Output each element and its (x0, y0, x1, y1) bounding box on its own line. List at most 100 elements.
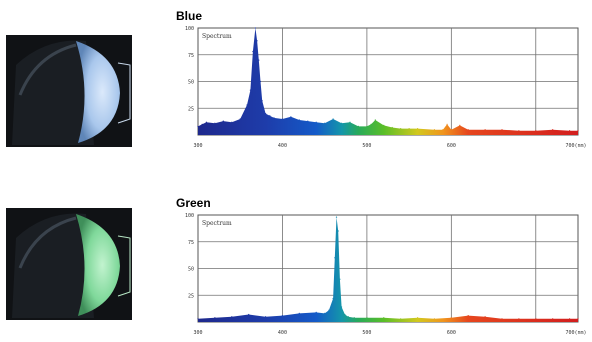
spectrum-point (261, 100, 263, 102)
spectrum-point (366, 125, 368, 127)
spectrum-point (231, 316, 233, 318)
spectrum-point (370, 123, 372, 125)
spectrum-point (467, 129, 469, 131)
spectrum-point (248, 313, 250, 316)
y-tick-label: 100 (185, 26, 194, 32)
spectrum-point (201, 123, 203, 125)
x-tick-label: 500 (362, 143, 371, 149)
chart-title-green: Green (176, 196, 211, 210)
spectrum-point (298, 119, 300, 121)
spectrum-point (535, 318, 537, 320)
spectrum-point (484, 316, 486, 318)
spectrum-point (353, 317, 355, 319)
x-tick-label: 400 (278, 330, 287, 336)
spectrum-point (341, 306, 343, 308)
spectrum-point (231, 121, 233, 123)
spectrum-point (281, 315, 283, 317)
spectrum-point (269, 115, 271, 117)
spectrum-point (366, 317, 368, 319)
x-tick-label: 300 (193, 330, 202, 336)
x-tick-label: 700(nm) (565, 143, 586, 149)
spectrum-point (344, 313, 346, 316)
spectrum-point (357, 125, 359, 127)
spectrum-point (254, 27, 256, 29)
spectrum-point (400, 128, 402, 130)
spectrum-point (258, 59, 260, 61)
y-tick-label: 50 (188, 267, 194, 273)
spectrum-point (265, 113, 267, 115)
spectrum-point (324, 122, 326, 124)
y-tick-label: 25 (188, 293, 194, 299)
spectrum-label: Spectrum (202, 220, 232, 227)
y-tick-label: 75 (188, 53, 194, 59)
chart-svg: Spectrum 25 50 75 100 300 400 500 600 700(nm) (185, 26, 587, 149)
y-tick-label: 75 (188, 240, 194, 246)
y-tick-label: 50 (188, 80, 194, 86)
spectrum-point (383, 124, 385, 126)
spectrum-point (332, 118, 334, 120)
spectrum-point (569, 318, 571, 320)
spectrum-point (349, 121, 351, 123)
x-tick-label: 400 (278, 143, 287, 149)
spectrum-point (265, 316, 267, 318)
spectrum-point (535, 130, 537, 132)
spectrum-point (501, 318, 503, 320)
spectrum-point (391, 126, 393, 129)
spectrum-point (408, 128, 410, 130)
spectrum-point (450, 317, 452, 319)
spectrum-point (577, 130, 579, 132)
spectrum-point (332, 297, 334, 300)
spectrum-point (374, 119, 376, 121)
spectrum-point (450, 129, 452, 131)
spectrum-point (290, 116, 292, 118)
spectrum-point (252, 50, 254, 53)
spectrum-point (205, 121, 207, 123)
chart-title-blue: Blue (176, 9, 203, 23)
spectrum-point (197, 318, 199, 320)
x-tick-label: 600 (447, 143, 456, 149)
blue-lamp-image (6, 35, 132, 147)
chart-svg: Spectrum 25 50 75 100 300 400 500 600 700(nm) (185, 213, 587, 336)
spectrum-area (198, 28, 578, 135)
spectrum-point (339, 278, 341, 280)
spectrum-point (400, 318, 402, 320)
spectrum-chart-blue: Spectrum 25 50 75 100 300 400 500 600 700(nm) (176, 25, 587, 155)
spectrum-label: Spectrum (202, 33, 232, 40)
spectrum-point (552, 129, 554, 131)
green-lamp-photo (6, 208, 132, 320)
spectrum-chart-green: Spectrum 25 50 75 100 300 400 500 600 700(nm) (176, 212, 587, 342)
spectrum-point (214, 122, 216, 124)
spectrum-point (315, 121, 317, 123)
spectrum-point (249, 89, 251, 91)
spectrum-point (334, 257, 336, 259)
y-tick-label: 25 (188, 106, 194, 112)
spectrum-point (214, 317, 216, 319)
blue-lamp-photo (6, 35, 132, 147)
spectrum-point (337, 230, 339, 232)
x-tick-label: 700(nm) (565, 330, 586, 336)
spectrum-point (569, 130, 571, 132)
spectrum-point (518, 130, 520, 132)
spectrum-point (256, 40, 258, 42)
spectrum-point (501, 129, 503, 131)
spectrum-point (324, 312, 326, 314)
spectrum-point (459, 124, 461, 126)
spectrum-point (442, 129, 444, 131)
spectrum-point (281, 118, 283, 120)
spectrum-point (417, 128, 419, 130)
spectrum-point (298, 312, 300, 314)
spectrum-point (197, 125, 199, 127)
spectrum-point (239, 118, 241, 120)
spectrum-point (433, 318, 435, 320)
spectrum-point (328, 309, 330, 311)
spectrum-point (577, 318, 579, 320)
spectrum-point (246, 104, 248, 106)
spectrum-point (417, 317, 419, 319)
spectrum-point (484, 129, 486, 131)
spectrum-point (335, 216, 338, 218)
x-tick-label: 300 (193, 143, 202, 149)
spectrum-point (315, 311, 317, 313)
y-tick-label: 100 (185, 213, 194, 219)
spectrum-point (446, 123, 448, 125)
green-lamp-image (6, 208, 132, 320)
